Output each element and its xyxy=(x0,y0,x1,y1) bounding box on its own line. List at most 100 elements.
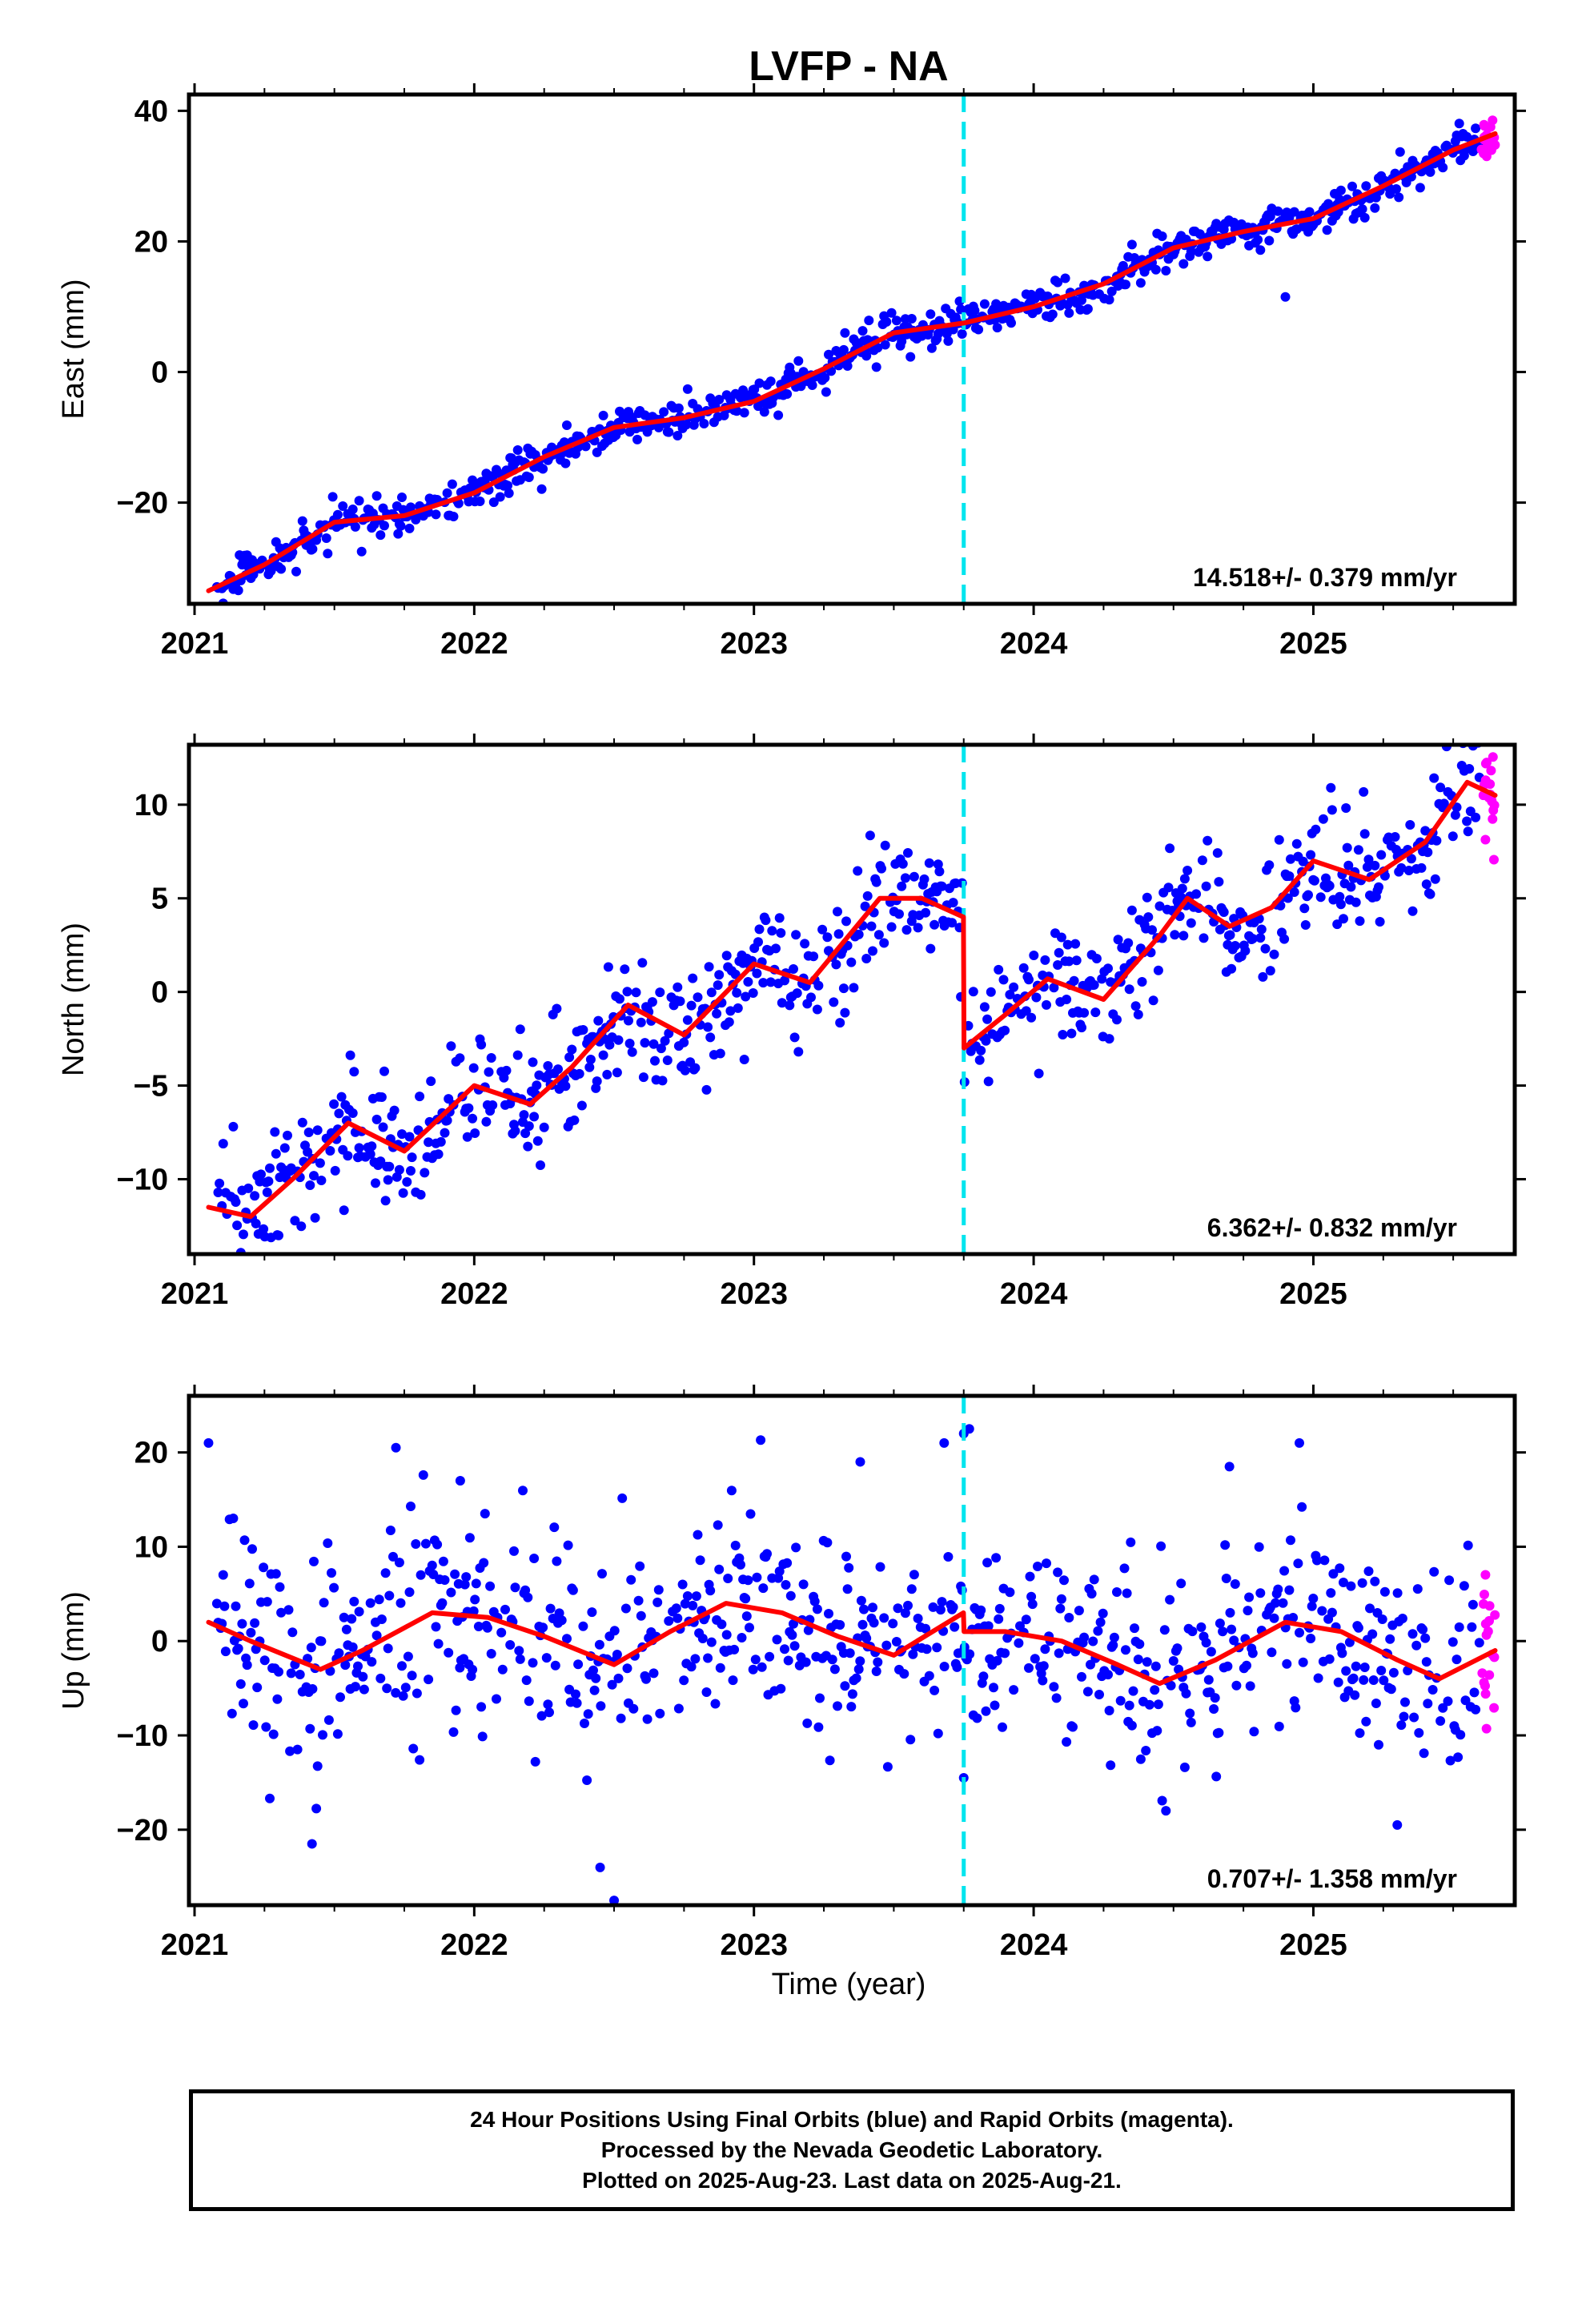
final-orbit-point xyxy=(415,1092,425,1102)
final-orbit-point xyxy=(906,1584,917,1594)
final-orbit-point xyxy=(1150,1661,1161,1671)
final-orbit-point xyxy=(1258,971,1268,982)
x-tick-label: 2024 xyxy=(1000,1277,1068,1311)
final-orbit-point xyxy=(633,1595,644,1606)
final-orbit-point xyxy=(660,1035,670,1046)
x-tick-label: 2022 xyxy=(440,1277,508,1311)
final-orbit-point xyxy=(543,1699,553,1710)
final-orbit-point xyxy=(518,1486,528,1496)
final-orbit-point xyxy=(1464,764,1475,774)
final-orbit-point xyxy=(841,1551,851,1562)
final-orbit-point xyxy=(553,1064,563,1075)
final-orbit-point xyxy=(1042,999,1051,1010)
final-orbit-point xyxy=(1055,1603,1066,1614)
rapid-orbit-point xyxy=(1480,1570,1491,1580)
final-orbit-point xyxy=(846,1702,857,1712)
final-orbit-point xyxy=(1332,919,1343,930)
final-orbit-point xyxy=(444,1647,454,1658)
final-orbit-point xyxy=(1374,1739,1383,1750)
final-orbit-point xyxy=(991,1553,1002,1563)
final-orbit-point xyxy=(974,324,984,335)
final-orbit-point xyxy=(560,1081,571,1092)
x-tick-label: 2024 xyxy=(1000,627,1068,661)
final-orbit-point xyxy=(350,521,360,532)
final-orbit-point xyxy=(231,1601,241,1611)
final-orbit-point xyxy=(1115,1695,1126,1706)
final-orbit-point xyxy=(1351,1661,1361,1671)
y-tick-label: 20 xyxy=(135,225,168,259)
final-orbit-point xyxy=(758,978,769,988)
final-orbit-point xyxy=(1265,966,1275,976)
final-orbit-point xyxy=(291,566,301,577)
final-orbit-point xyxy=(515,1654,525,1664)
final-orbit-point xyxy=(1104,1034,1114,1044)
final-orbit-point xyxy=(1090,1007,1101,1018)
final-orbit-point xyxy=(695,1555,705,1566)
final-orbit-point xyxy=(710,1699,721,1709)
final-orbit-point xyxy=(1191,889,1202,899)
final-orbit-point xyxy=(1267,1647,1277,1658)
final-orbit-point xyxy=(1097,974,1107,984)
final-orbit-point xyxy=(356,546,367,557)
y-tick-label: −20 xyxy=(117,1814,168,1848)
final-orbit-point xyxy=(1311,824,1321,834)
final-orbit-point xyxy=(576,1100,587,1111)
final-orbit-point xyxy=(947,918,958,928)
final-orbit-point xyxy=(283,1605,294,1615)
final-orbit-point xyxy=(495,492,505,502)
final-orbit-point xyxy=(1439,798,1449,809)
final-orbit-point xyxy=(398,1691,408,1701)
final-orbit-point xyxy=(512,1050,523,1060)
final-orbit-point xyxy=(1286,1535,1295,1546)
final-orbit-point xyxy=(248,1720,259,1731)
final-orbit-point xyxy=(1240,946,1251,956)
final-orbit-point xyxy=(653,1585,664,1595)
rapid-orbit-point xyxy=(1480,1681,1490,1691)
final-orbit-point xyxy=(721,951,732,961)
final-orbit-point xyxy=(845,1648,855,1659)
final-orbit-point xyxy=(728,1675,738,1686)
final-orbit-point xyxy=(571,1689,580,1699)
final-orbit-point xyxy=(1170,930,1180,940)
final-orbit-point xyxy=(321,533,331,543)
final-orbit-point xyxy=(926,343,937,353)
final-orbit-point xyxy=(793,356,804,366)
final-orbit-point xyxy=(615,994,624,1004)
final-orbit-point xyxy=(822,1538,833,1548)
final-orbit-point xyxy=(1304,207,1315,217)
final-orbit-point xyxy=(782,389,793,399)
final-orbit-point xyxy=(332,509,343,520)
final-orbit-point xyxy=(682,1015,693,1025)
final-orbit-point xyxy=(841,916,851,927)
x-tick-label: 2025 xyxy=(1279,1928,1347,1962)
x-tick-label: 2025 xyxy=(1279,627,1347,661)
final-orbit-point xyxy=(1255,1588,1266,1598)
final-orbit-point xyxy=(598,410,608,420)
final-orbit-point xyxy=(759,407,769,417)
final-orbit-point xyxy=(998,1722,1007,1732)
final-orbit-point xyxy=(448,512,459,521)
final-orbit-point xyxy=(1260,943,1271,954)
final-orbit-point xyxy=(1176,1578,1186,1589)
final-orbit-point xyxy=(477,1731,488,1742)
final-orbit-point xyxy=(833,907,842,917)
final-orbit-point xyxy=(935,1605,946,1615)
final-orbit-point xyxy=(612,1650,622,1659)
final-orbit-point xyxy=(1042,1558,1051,1569)
final-orbit-point xyxy=(1462,131,1472,142)
final-orbit-point xyxy=(520,1128,531,1139)
final-orbit-point xyxy=(504,488,514,498)
final-orbit-point xyxy=(316,1636,327,1647)
final-orbit-point xyxy=(270,1127,280,1137)
final-orbit-point xyxy=(371,1114,382,1124)
final-orbit-point xyxy=(948,1602,958,1612)
final-orbit-point xyxy=(292,1744,303,1755)
final-orbit-point xyxy=(307,544,318,554)
final-orbit-point xyxy=(1029,951,1039,960)
final-orbit-point xyxy=(285,1746,295,1756)
final-orbit-point xyxy=(869,1618,879,1628)
final-orbit-point xyxy=(1386,1684,1396,1695)
final-orbit-point xyxy=(1365,1603,1375,1614)
final-orbit-point xyxy=(693,1530,703,1540)
final-orbit-point xyxy=(724,1017,734,1027)
